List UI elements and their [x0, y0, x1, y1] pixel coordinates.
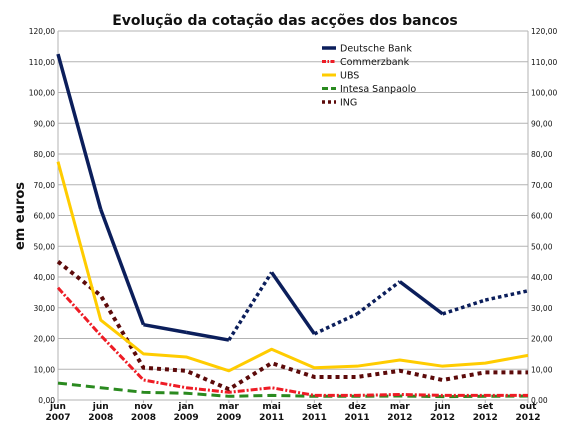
- series-line: [57, 381, 529, 399]
- y-tick-label-right: 20,00: [531, 335, 553, 344]
- series-line: [56, 161, 529, 373]
- series-segment: [185, 330, 230, 342]
- series-segment: [56, 53, 103, 210]
- series-segment: [398, 280, 444, 316]
- legend-label: UBS: [340, 71, 359, 82]
- series-ing: [56, 260, 528, 392]
- series-lines: [56, 53, 529, 399]
- y-tick-label-left: 50,00: [34, 242, 56, 251]
- series-line: [56, 286, 528, 397]
- x-tick-label: jun 2012: [430, 402, 455, 423]
- x-tick-label: mar 2012: [387, 402, 412, 423]
- x-tick-label: jun 2007: [45, 402, 70, 423]
- y-tick-label-right: 40,00: [531, 273, 553, 282]
- legend-label: Intesa Sanpaolo: [340, 84, 416, 95]
- y-tick-label-left: 120,00: [29, 27, 55, 36]
- y-tick-label-left: 10,00: [34, 365, 56, 374]
- series-intesa-sanpaolo: [57, 381, 529, 399]
- x-tick-label: mai 2011: [259, 402, 284, 423]
- y-tick-label-left: 0,00: [38, 396, 55, 405]
- series-line: [56, 260, 528, 392]
- y-tick-label-right: 0,00: [531, 396, 548, 405]
- legend-item: Commerzbank: [322, 57, 410, 68]
- series-ubs: [56, 161, 529, 373]
- grid: [58, 30, 528, 401]
- x-tick-label: jun 2008: [88, 402, 113, 423]
- series-segment: [356, 280, 401, 316]
- legend-item: Intesa Sanpaolo: [322, 84, 416, 95]
- y-tick-label-left: 110,00: [29, 58, 55, 67]
- series-segment: [99, 208, 146, 326]
- y-tick-label-left: 80,00: [34, 150, 56, 159]
- y-tick-label-right: 90,00: [531, 119, 553, 128]
- series-segment: [484, 289, 529, 302]
- y-tick-label-right: 60,00: [531, 212, 553, 221]
- x-tick-label: jan 2009: [174, 402, 199, 423]
- y-tick-label-right: 30,00: [531, 304, 553, 313]
- y-tick-label-right: 110,00: [531, 58, 557, 67]
- chart-title: Evolução da cotação das acções dos banco…: [112, 13, 458, 29]
- series-segment: [227, 271, 274, 341]
- series-segment: [143, 322, 187, 335]
- x-tick-label: set 2011: [302, 402, 327, 423]
- y-tick-label-right: 80,00: [531, 150, 553, 159]
- legend-item: ING: [322, 98, 357, 109]
- y-tick-label-left: 20,00: [34, 335, 56, 344]
- series-segment: [270, 271, 316, 335]
- x-tick-label: set 2012: [473, 402, 498, 423]
- axes: 0,00 0,00 10,00 10,00 20,00 20,00 30,00 30,00 40…: [29, 27, 558, 423]
- x-tick-label: dez 2011: [345, 402, 370, 423]
- y-tick-label-left: 90,00: [34, 119, 56, 128]
- series-segment: [442, 298, 486, 316]
- y-tick-label-left: 100,00: [29, 89, 55, 98]
- y-tick-label-left: 40,00: [34, 273, 56, 282]
- legend-item: Deutsche Bank: [322, 44, 412, 55]
- y-tick-label-right: 120,00: [531, 27, 557, 36]
- x-tick-label: nov 2008: [131, 402, 156, 423]
- y-tick-label-right: 70,00: [531, 181, 553, 190]
- series-commerzbank: [56, 286, 528, 397]
- x-tick-label: out 2012: [515, 402, 540, 423]
- y-tick-label-right: 10,00: [531, 365, 553, 374]
- legend-label: ING: [340, 98, 357, 109]
- series-deutsche-bank: [56, 53, 529, 342]
- series-segment: [313, 312, 358, 336]
- legend-item: UBS: [322, 71, 359, 82]
- y-tick-label-left: 60,00: [34, 212, 56, 221]
- legend-label: Deutsche Bank: [340, 44, 412, 55]
- y-tick-label-left: 70,00: [34, 181, 56, 190]
- y-tick-label-right: 50,00: [531, 242, 553, 251]
- y-tick-label-right: 100,00: [531, 89, 557, 98]
- y-axis-label: em euros: [13, 182, 28, 250]
- x-tick-label: mar 2009: [216, 402, 241, 423]
- legend: Deutsche Bank Commerzbank UBS Intesa Sanpao…: [322, 44, 416, 109]
- legend-label: Commerzbank: [340, 57, 410, 68]
- y-tick-label-left: 30,00: [34, 304, 56, 313]
